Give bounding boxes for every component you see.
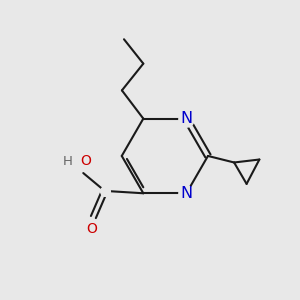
Text: N: N: [180, 186, 193, 201]
Text: O: O: [86, 222, 97, 236]
Text: H: H: [63, 155, 73, 168]
Text: O: O: [80, 154, 91, 168]
Text: N: N: [180, 111, 193, 126]
